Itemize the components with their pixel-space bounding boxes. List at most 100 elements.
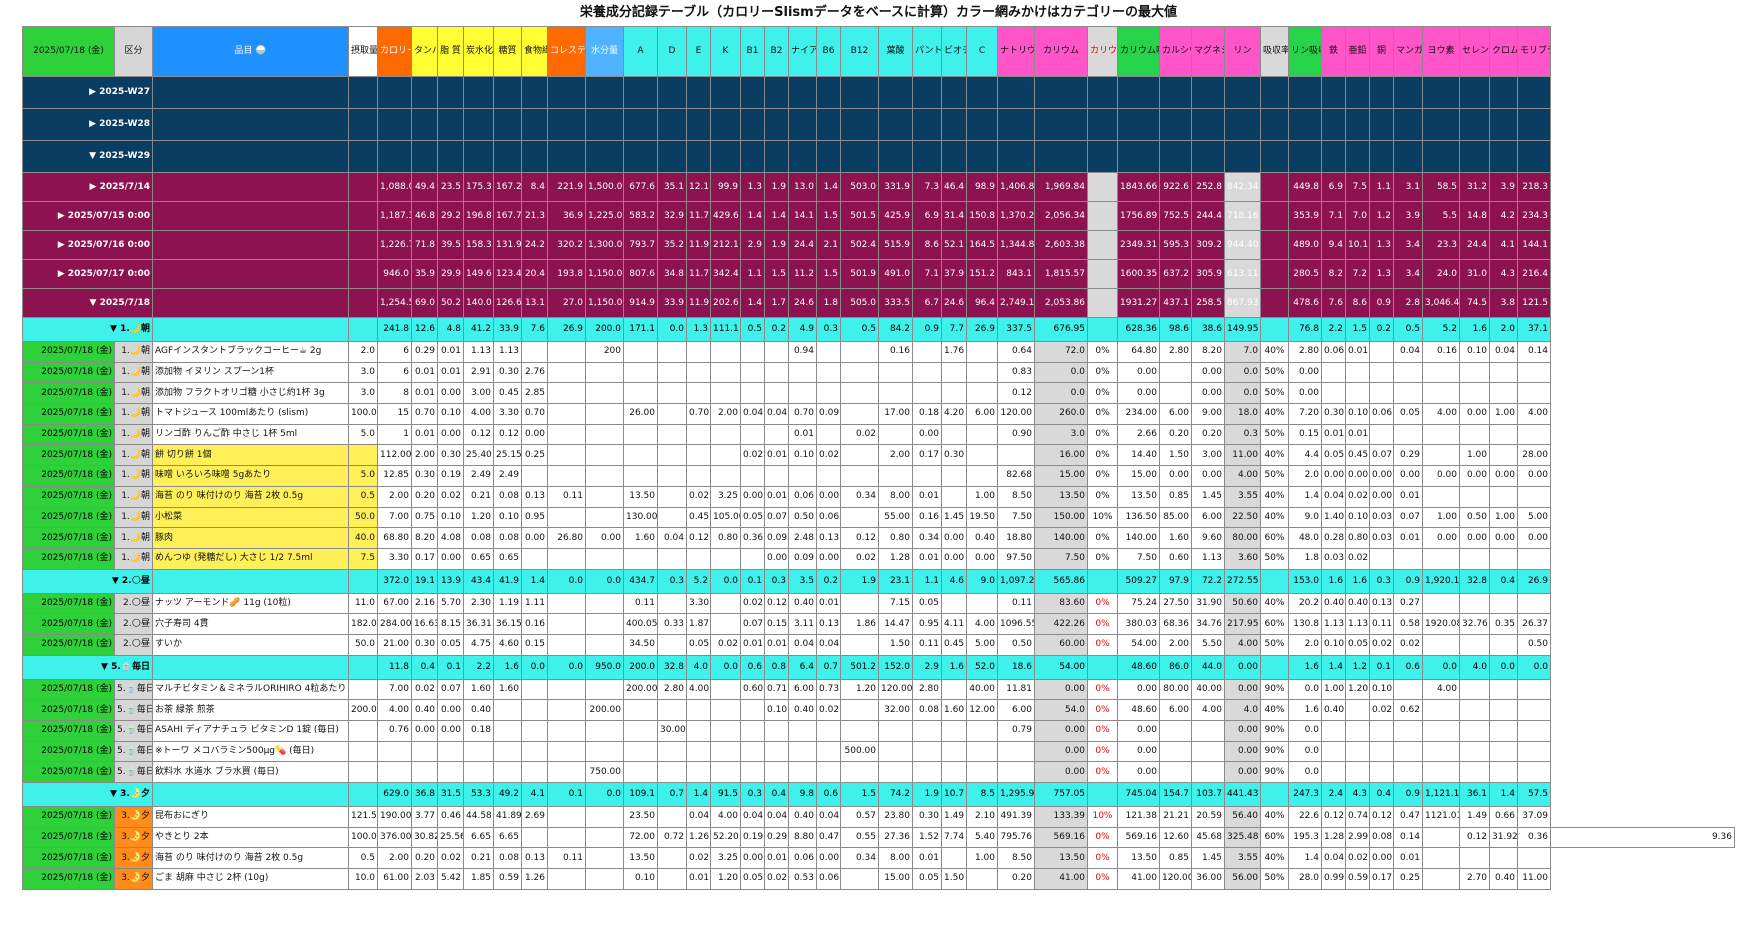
- nutrient-value[interactable]: 6.00: [997, 699, 1035, 721]
- nutrient-value[interactable]: [816, 382, 841, 405]
- nutrient-value[interactable]: [710, 547, 741, 570]
- nutrient-value[interactable]: 0.00: [1159, 465, 1192, 487]
- nutrient-value[interactable]: 10%: [1087, 506, 1118, 529]
- nutrient-value[interactable]: 0.13: [816, 527, 841, 549]
- nutrient-value[interactable]: 0.25: [1393, 868, 1423, 890]
- food-row[interactable]: 2025/07/18 (金) 5.🍵毎日 ※トーワ メコバラミン500μg💊 (毎日…: [22, 740, 1735, 763]
- nutrient-value[interactable]: 13.50: [1117, 485, 1160, 508]
- category-cell[interactable]: 3.🌛夕: [114, 868, 153, 890]
- nutrient-value[interactable]: [1369, 761, 1394, 784]
- nutrient-value[interactable]: 0.00: [740, 847, 765, 870]
- nutrient-value[interactable]: 0.12: [840, 527, 879, 549]
- nutrient-value[interactable]: 0.13: [816, 613, 841, 635]
- nutrient-value[interactable]: 80.00: [1159, 678, 1192, 701]
- nutrient-value[interactable]: [657, 592, 687, 615]
- nutrient-value[interactable]: 0.02: [710, 633, 741, 656]
- food-row[interactable]: 2025/07/18 (金) 3.🌛夕 やきとり 2本 100.0 376.00 30.8…: [22, 826, 1735, 849]
- nutrient-value[interactable]: 0.50: [788, 506, 817, 529]
- nutrient-value[interactable]: 0.01: [740, 633, 765, 656]
- meal-group-row[interactable]: ▼ 2.🌕昼 372.0 19.1 13.9 43.4 41.9 1.4 0.0 0.0 434.…: [22, 568, 1735, 594]
- nutrient-value[interactable]: [710, 361, 741, 384]
- nutrient-value[interactable]: 3.30: [377, 547, 412, 570]
- nutrient-value[interactable]: 0.11: [623, 592, 658, 615]
- date-cell[interactable]: 2025/07/18 (金): [22, 699, 115, 721]
- nutrient-value[interactable]: [710, 699, 741, 721]
- nutrient-value[interactable]: 284.00: [377, 613, 412, 635]
- nutrient-value[interactable]: 1096.55: [997, 613, 1035, 635]
- food-name-cell[interactable]: 小松菜: [152, 506, 349, 529]
- nutrient-value[interactable]: 0.00: [966, 547, 998, 570]
- nutrient-value[interactable]: 3.77: [411, 806, 438, 828]
- nutrient-value[interactable]: [1369, 341, 1394, 363]
- nutrient-value[interactable]: 0.00: [1288, 361, 1322, 384]
- nutrient-value[interactable]: 1920.08: [1422, 613, 1460, 635]
- column-header[interactable]: セレン: [1459, 26, 1490, 77]
- nutrient-value[interactable]: 140.00: [1117, 527, 1160, 549]
- food-name-cell[interactable]: ナッツ アーモンド🥜 11g (10粒): [152, 592, 349, 615]
- nutrient-value[interactable]: 85.00: [1159, 506, 1192, 529]
- column-header[interactable]: ナトリウム: [997, 26, 1035, 77]
- nutrient-value[interactable]: 569.16: [1034, 826, 1088, 849]
- nutrient-value[interactable]: [547, 633, 586, 656]
- date-cell[interactable]: 2025/07/18 (金): [22, 633, 115, 656]
- nutrient-value[interactable]: [1459, 699, 1490, 721]
- nutrient-value[interactable]: 0.00: [411, 720, 438, 742]
- nutrient-value[interactable]: 0.16: [1422, 341, 1460, 363]
- nutrient-value[interactable]: 25.40: [463, 444, 494, 467]
- nutrient-value[interactable]: 0%: [1087, 361, 1118, 384]
- nutrient-value[interactable]: [1459, 761, 1490, 784]
- column-header[interactable]: D: [657, 26, 687, 77]
- nutrient-value[interactable]: 0.34: [840, 847, 879, 870]
- nutrient-value[interactable]: 37.09: [1517, 806, 1551, 828]
- nutrient-value[interactable]: 0.0: [1034, 361, 1088, 384]
- nutrient-value[interactable]: [1422, 868, 1460, 890]
- nutrient-value[interactable]: 0.05: [1345, 633, 1370, 656]
- nutrient-value[interactable]: 8.20: [411, 527, 438, 549]
- day-row[interactable]: ▶ 2025/7/14 1,088.0 49.4 23.5 175.3 167.2 8.4 2…: [22, 172, 1735, 202]
- nutrient-value[interactable]: [966, 740, 998, 763]
- nutrient-value[interactable]: 0.00: [521, 527, 548, 549]
- nutrient-value[interactable]: [1321, 382, 1346, 405]
- category-cell[interactable]: 5.🍵毎日: [114, 740, 153, 763]
- column-header[interactable]: 炭水化物: [463, 26, 494, 77]
- nutrient-value[interactable]: 0.72: [657, 826, 687, 849]
- nutrient-value[interactable]: 3.25: [710, 847, 741, 870]
- nutrient-value[interactable]: [1422, 826, 1460, 849]
- date-cell[interactable]: 2025/07/18 (金): [22, 423, 115, 446]
- nutrient-value[interactable]: 0.00: [1034, 761, 1088, 784]
- day-toggle[interactable]: ▶ 2025/07/17 0:00: [22, 259, 153, 289]
- nutrient-value[interactable]: 2.69: [521, 806, 548, 828]
- nutrient-value[interactable]: 13.50: [1034, 485, 1088, 508]
- nutrient-value[interactable]: 0.05: [912, 592, 942, 615]
- nutrient-value[interactable]: 0.47: [816, 826, 841, 849]
- category-cell[interactable]: 1.🌙朝: [114, 465, 153, 487]
- nutrient-value[interactable]: 4.00: [1224, 465, 1261, 487]
- nutrient-value[interactable]: 0.00: [1369, 485, 1394, 508]
- nutrient-value[interactable]: 1.00: [966, 485, 998, 508]
- nutrient-value[interactable]: 11.00: [1224, 444, 1261, 467]
- week-toggle[interactable]: ▶ 2025-W28: [22, 108, 153, 141]
- nutrient-value[interactable]: [840, 444, 879, 467]
- category-cell[interactable]: 1.🌙朝: [114, 444, 153, 467]
- column-header[interactable]: B12: [840, 26, 879, 77]
- nutrient-value[interactable]: 52.20: [710, 826, 741, 849]
- nutrient-value[interactable]: [740, 547, 765, 570]
- category-cell[interactable]: 5.🍵毎日: [114, 761, 153, 784]
- nutrient-value[interactable]: 67.00: [377, 592, 412, 615]
- nutrient-value[interactable]: 40%: [1260, 592, 1289, 615]
- column-header[interactable]: 銅: [1369, 26, 1394, 77]
- nutrient-value[interactable]: [941, 740, 967, 763]
- date-cell[interactable]: 2025/07/18 (金): [22, 868, 115, 890]
- nutrient-value[interactable]: 0.57: [840, 806, 879, 828]
- nutrient-value[interactable]: [1489, 444, 1518, 467]
- nutrient-value[interactable]: [585, 678, 624, 701]
- nutrient-value[interactable]: 0.06: [816, 506, 841, 529]
- nutrient-value[interactable]: 40%: [1260, 444, 1289, 467]
- nutrient-value[interactable]: 133.39: [1034, 806, 1088, 828]
- nutrient-value[interactable]: [1345, 382, 1370, 405]
- nutrient-value[interactable]: [878, 740, 913, 763]
- nutrient-value[interactable]: 1.60: [493, 678, 522, 701]
- nutrient-value[interactable]: 0.20: [411, 847, 438, 870]
- nutrient-value[interactable]: 0.05: [686, 633, 711, 656]
- nutrient-value[interactable]: 1.86: [840, 613, 879, 635]
